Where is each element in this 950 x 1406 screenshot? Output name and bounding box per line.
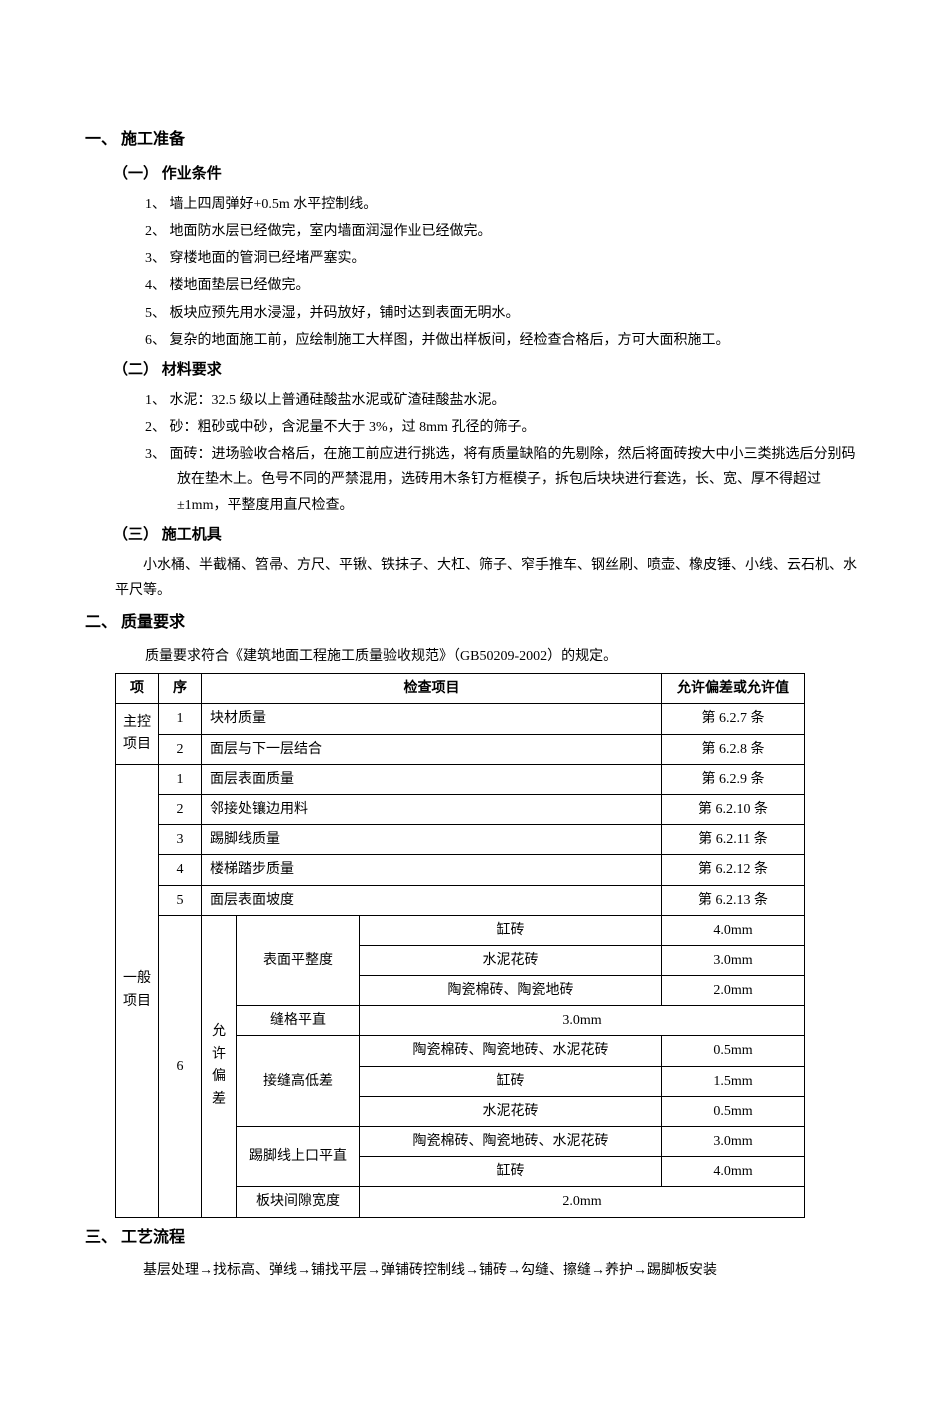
cell: 面层表面质量 <box>202 764 662 794</box>
table-row: 3 踢脚线质量 第 6.2.11 条 <box>116 825 805 855</box>
cell: 缝格平直 <box>237 1006 360 1036</box>
cell: 4.0mm <box>662 915 805 945</box>
table-row: 主控项目 1 块材质量 第 6.2.7 条 <box>116 704 805 734</box>
table-row: 4 楼梯踏步质量 第 6.2.12 条 <box>116 855 805 885</box>
cell: 4.0mm <box>662 1157 805 1187</box>
cell: 接缝高低差 <box>237 1036 360 1127</box>
quality-table: 项 序 检查项目 允许偏差或允许值 主控项目 1 块材质量 第 6.2.7 条 … <box>115 673 805 1217</box>
table-header-row: 项 序 检查项目 允许偏差或允许值 <box>116 674 805 704</box>
cell: 第 6.2.12 条 <box>662 855 805 885</box>
table-row: 2 邻接处镶边用料 第 6.2.10 条 <box>116 794 805 824</box>
cell: 表面平整度 <box>237 915 360 1006</box>
section1-3-body: 小水桶、半截桶、笤帚、方尺、平锹、铁抹子、大杠、筛子、窄手推车、钢丝刷、喷壶、橡… <box>115 553 865 603</box>
col-header: 检查项目 <box>202 674 662 704</box>
cell: 陶瓷棉砖、陶瓷地砖、水泥花砖 <box>360 1036 662 1066</box>
cell: 踢脚线上口平直 <box>237 1127 360 1187</box>
document-page: 一、 施工准备 （一） 作业条件 1、 墙上四周弹好+0.5m 水平控制线。 2… <box>45 60 905 1346</box>
cell: 第 6.2.10 条 <box>662 794 805 824</box>
cell: 6 <box>159 915 202 1217</box>
cell: 1.5mm <box>662 1066 805 1096</box>
list-item: 3、 面砖：进场验收合格后，在施工前应进行挑选，将有质量缺陷的先剔除，然后将面砖… <box>145 442 865 518</box>
group-label: 一般项目 <box>116 764 159 1217</box>
list-item: 1、 墙上四周弹好+0.5m 水平控制线。 <box>145 192 865 217</box>
section1-1-title: （一） 作业条件 <box>113 161 865 188</box>
section1-3-title: （三） 施工机具 <box>113 522 865 549</box>
cell: 1 <box>159 704 202 734</box>
cell: 邻接处镶边用料 <box>202 794 662 824</box>
section2-title: 二、 质量要求 <box>85 609 865 638</box>
list-item: 5、 板块应预先用水浸湿，并码放好，铺时达到表面无明水。 <box>145 301 865 326</box>
section2-intro: 质量要求符合《建筑地面工程施工质量验收规范》（GB50209-2002）的规定。 <box>145 644 865 669</box>
cell: 块材质量 <box>202 704 662 734</box>
list-item: 2、 地面防水层已经做完，室内墙面润湿作业已经做完。 <box>145 219 865 244</box>
cell: 楼梯踏步质量 <box>202 855 662 885</box>
cell: 1 <box>159 764 202 794</box>
list-item: 1、 水泥：32.5 级以上普通硅酸盐水泥或矿渣硅酸盐水泥。 <box>145 388 865 413</box>
table-row: 2 面层与下一层结合 第 6.2.8 条 <box>116 734 805 764</box>
cell: 踢脚线质量 <box>202 825 662 855</box>
cell: 面层与下一层结合 <box>202 734 662 764</box>
cell: 缸砖 <box>360 1157 662 1187</box>
col-header: 序 <box>159 674 202 704</box>
cell: 0.5mm <box>662 1096 805 1126</box>
cell: 面层表面坡度 <box>202 885 662 915</box>
section1-2-title: （二） 材料要求 <box>113 357 865 384</box>
list-item: 2、 砂：粗砂或中砂，含泥量不大于 3%，过 8mm 孔径的筛子。 <box>145 415 865 440</box>
cell: 缸砖 <box>360 915 662 945</box>
cell: 0.5mm <box>662 1036 805 1066</box>
cell: 陶瓷棉砖、陶瓷地砖 <box>360 976 662 1006</box>
section1-title: 一、 施工准备 <box>85 126 865 155</box>
table-row: 5 面层表面坡度 第 6.2.13 条 <box>116 885 805 915</box>
cell: 水泥花砖 <box>360 1096 662 1126</box>
list-item: 6、 复杂的地面施工前，应绘制施工大样图，并做出样板间，经检查合格后，方可大面积… <box>145 328 865 353</box>
cell: 3 <box>159 825 202 855</box>
cell: 板块间隙宽度 <box>237 1187 360 1217</box>
cell: 第 6.2.7 条 <box>662 704 805 734</box>
cell: 2.0mm <box>360 1187 805 1217</box>
cell: 第 6.2.13 条 <box>662 885 805 915</box>
section3-body: 基层处理→找标高、弹线→铺找平层→弹铺砖控制线→铺砖→勾缝、擦缝→养护→踢脚板安… <box>115 1258 865 1283</box>
cell: 缸砖 <box>360 1066 662 1096</box>
cell: 水泥花砖 <box>360 945 662 975</box>
col-header: 项 <box>116 674 159 704</box>
cell: 5 <box>159 885 202 915</box>
cell: 3.0mm <box>360 1006 805 1036</box>
section3-title: 三、 工艺流程 <box>85 1224 865 1253</box>
cell: 2 <box>159 734 202 764</box>
cell: 4 <box>159 855 202 885</box>
dev-label: 允许偏差 <box>202 915 237 1217</box>
list-item: 3、 穿楼地面的管洞已经堵严塞实。 <box>145 246 865 271</box>
cell: 3.0mm <box>662 1127 805 1157</box>
cell: 3.0mm <box>662 945 805 975</box>
group-label: 主控项目 <box>116 704 159 764</box>
cell: 2 <box>159 794 202 824</box>
col-header: 允许偏差或允许值 <box>662 674 805 704</box>
table-row: 6 允许偏差 表面平整度 缸砖 4.0mm <box>116 915 805 945</box>
table-row: 一般项目 1 面层表面质量 第 6.2.9 条 <box>116 764 805 794</box>
cell: 第 6.2.9 条 <box>662 764 805 794</box>
cell: 第 6.2.8 条 <box>662 734 805 764</box>
list-item: 4、 楼地面垫层已经做完。 <box>145 273 865 298</box>
cell: 第 6.2.11 条 <box>662 825 805 855</box>
cell: 陶瓷棉砖、陶瓷地砖、水泥花砖 <box>360 1127 662 1157</box>
cell: 2.0mm <box>662 976 805 1006</box>
